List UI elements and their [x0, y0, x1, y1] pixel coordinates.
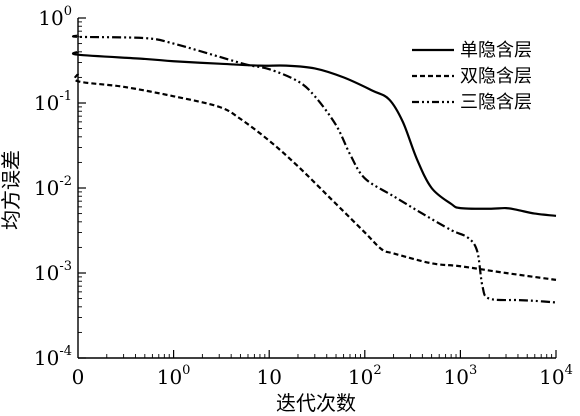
- legend-label-1: 单隐含层: [460, 40, 532, 61]
- x-axis: 0 100 10 102 103 104: [72, 350, 573, 389]
- y-axis-label: 均方误差: [0, 150, 23, 230]
- x-tick-label: 0: [72, 365, 85, 389]
- x-tick-label: 104: [539, 363, 573, 389]
- series-line-3: [72, 34, 557, 304]
- y-tick-label: 10-1: [34, 89, 72, 115]
- series-layer: [72, 34, 557, 304]
- legend-label-2: 双隐含层: [460, 66, 532, 87]
- y-tick-label: 10-3: [34, 259, 72, 285]
- y-tick-label: 10-2: [34, 174, 72, 200]
- x-axis-label: 迭代次数: [276, 391, 356, 415]
- minor-ticks: [78, 21, 553, 358]
- x-tick-label: 10: [256, 365, 281, 389]
- series-line-2: [73, 73, 557, 281]
- x-tick-label: 100: [157, 363, 191, 389]
- legend-label-3: 三隐含层: [460, 92, 532, 113]
- x-tick-label: 103: [444, 363, 478, 389]
- y-tick-label: 10-4: [34, 344, 72, 370]
- x-tick-label: 102: [348, 363, 382, 389]
- y-tick-label: 100: [38, 4, 72, 30]
- y-axis: 10-4 10-3 10-2 10-1 100: [34, 4, 86, 370]
- series-line-1: [72, 50, 557, 217]
